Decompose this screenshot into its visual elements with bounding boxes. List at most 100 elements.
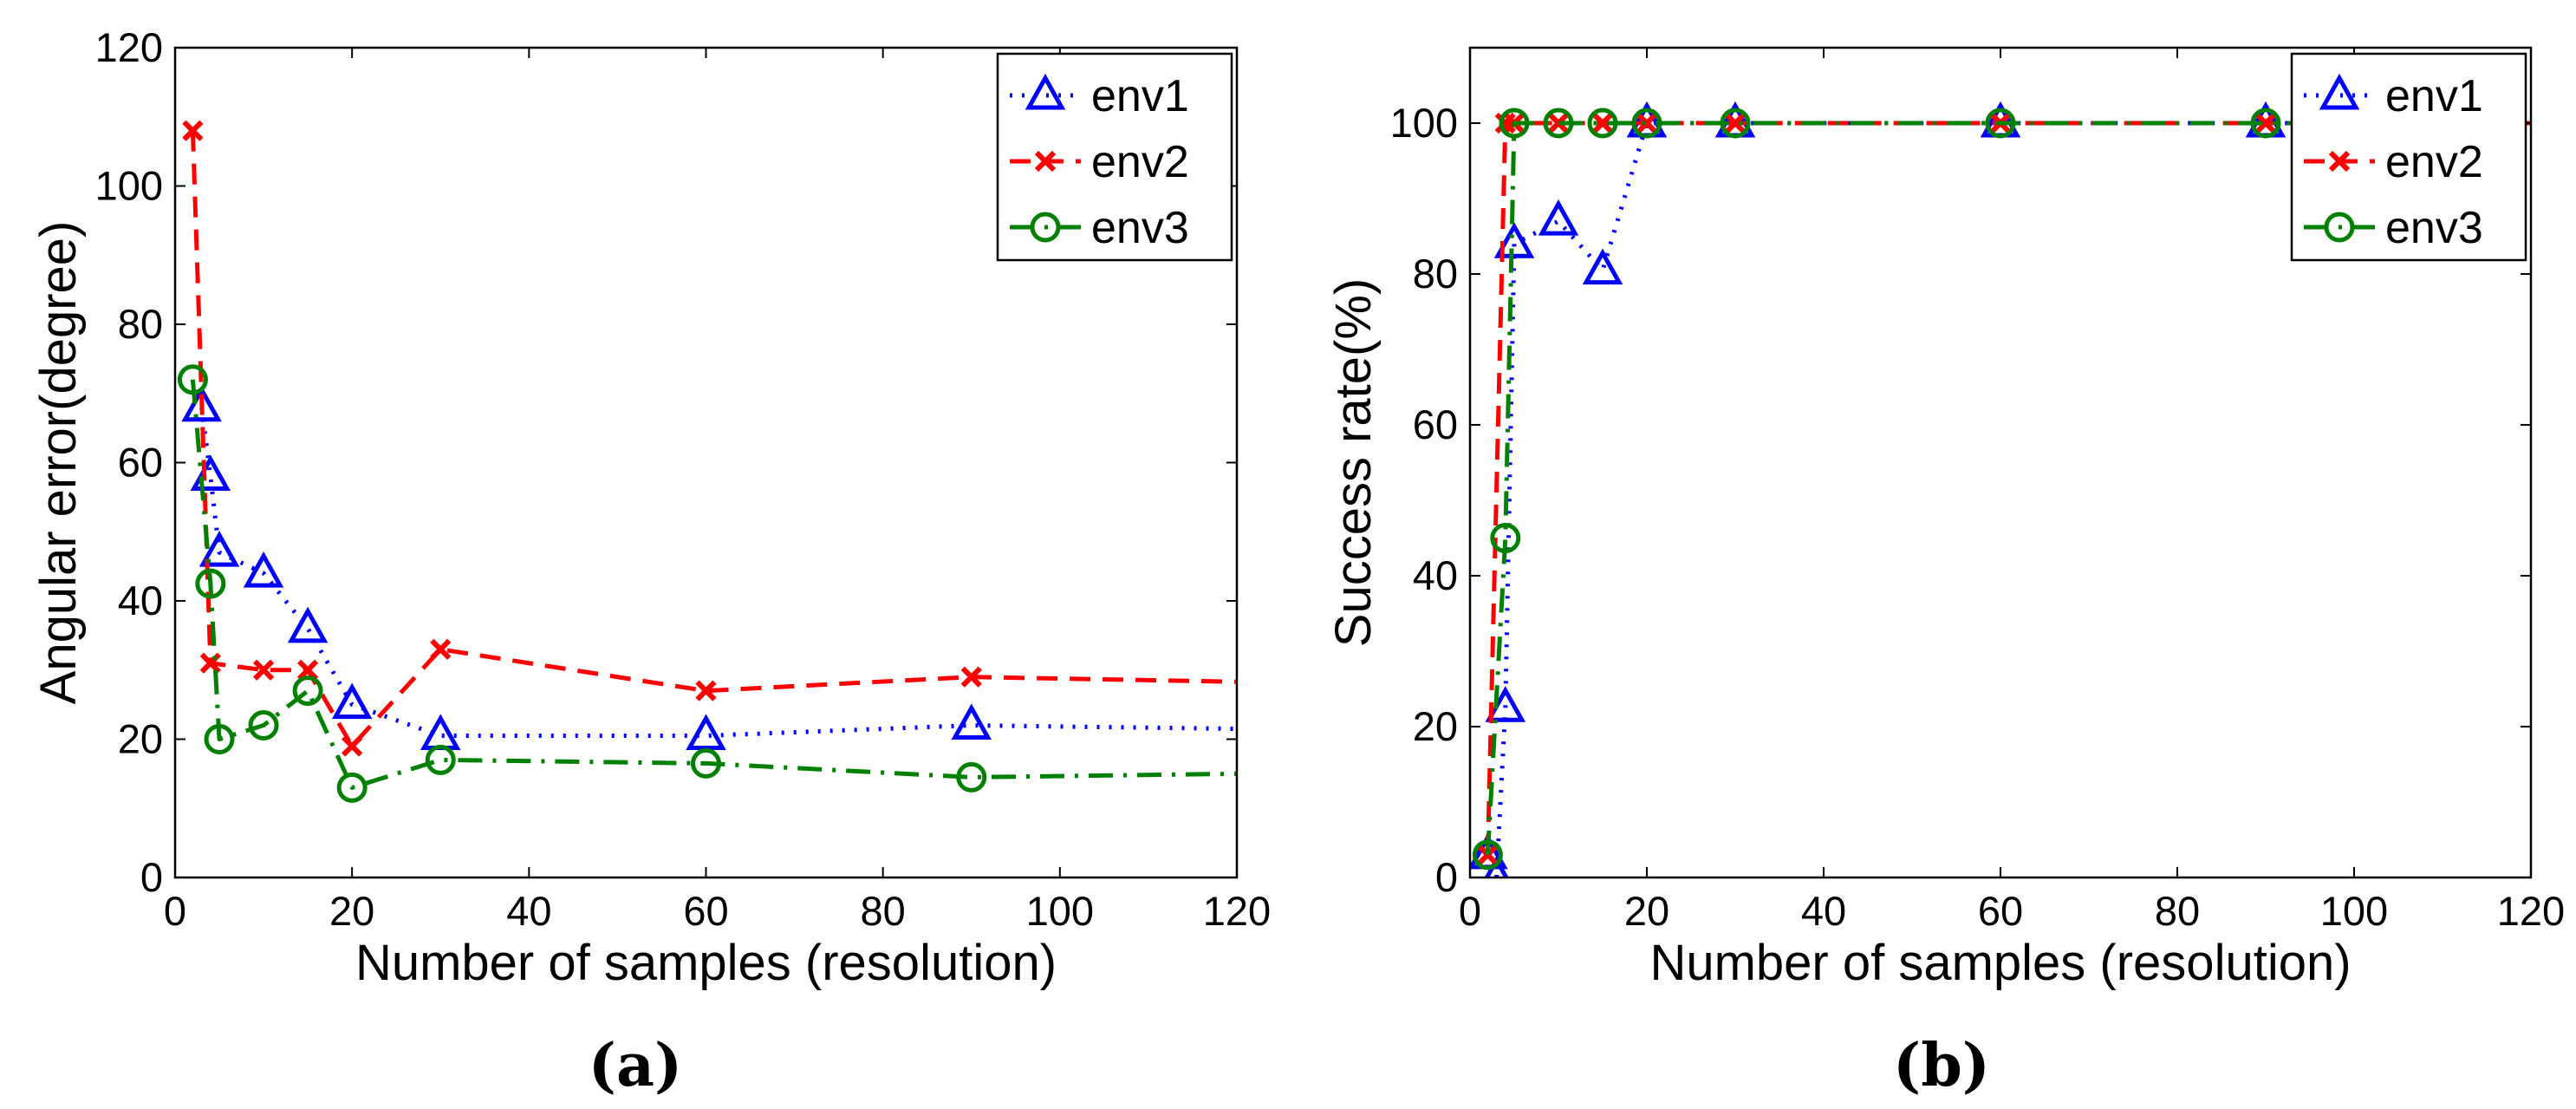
y-tick-label: 80 xyxy=(118,301,163,347)
y-tick-label: 0 xyxy=(140,854,163,900)
marker-x-6 xyxy=(695,680,717,701)
x-stroke xyxy=(1034,150,1057,173)
marker-x-7 xyxy=(960,666,982,688)
y-tick-label: 60 xyxy=(1413,401,1458,447)
legend-label: env3 xyxy=(1091,203,1189,253)
x-tick-label: 100 xyxy=(1026,888,1094,934)
marker-triangle-legend xyxy=(2319,73,2360,110)
marker-x-5 xyxy=(1636,112,1658,134)
x-stroke xyxy=(182,120,204,141)
marker-x-8 xyxy=(2254,112,2277,134)
legend: env1 env2 env3 xyxy=(996,52,1233,262)
marker-x-6 xyxy=(1724,112,1747,134)
marker-triangle-legend xyxy=(1025,73,1066,110)
y-tick-label: 100 xyxy=(95,163,163,209)
marker-triangle-4 xyxy=(1538,199,1579,236)
marker-circle-4 xyxy=(1587,108,1618,139)
legend-box xyxy=(996,52,1233,262)
legend-label: env1 xyxy=(2385,71,2483,121)
marker-x-legend xyxy=(2328,150,2351,173)
y-axis-label: Success rate(%) xyxy=(1325,278,1382,647)
marker-triangle-7 xyxy=(686,714,726,751)
marker-triangle-3 xyxy=(243,551,284,588)
marker-x-3 xyxy=(1547,112,1570,134)
legend-entry-env1: env1 xyxy=(2304,71,2483,121)
x-stroke xyxy=(960,666,982,688)
series-line-env3 xyxy=(1485,121,2531,856)
series-line-env2 xyxy=(1485,121,2531,855)
marker-x-2 xyxy=(252,659,275,681)
x-tick-label: 80 xyxy=(861,888,906,934)
marker-triangle-3 xyxy=(1493,222,1535,258)
legend-label: env2 xyxy=(1091,137,1189,187)
marker-circle-8 xyxy=(2250,108,2281,139)
y-tick-label: 120 xyxy=(95,24,163,70)
x-stroke xyxy=(1591,112,1614,134)
y-tick-label: 80 xyxy=(1413,251,1458,297)
marker-circle-2 xyxy=(1499,108,1530,139)
marker-circle-0 xyxy=(177,364,208,395)
x-axis-label: Number of samples (resolution) xyxy=(355,935,1057,991)
legend: env1 env2 env3 xyxy=(2290,52,2527,262)
marker-x-4 xyxy=(342,735,363,757)
x-tick-label: 40 xyxy=(1801,888,1846,934)
y-tick-label: 40 xyxy=(118,577,163,623)
marker-circle-6 xyxy=(1720,108,1751,139)
legend-entry-env1: env1 xyxy=(1010,71,1189,121)
marker-circle-3 xyxy=(1543,108,1574,139)
y-tick-label: 20 xyxy=(1413,703,1458,749)
x-axis-label: Number of samples (resolution) xyxy=(1649,935,2351,991)
x-tick-label: 0 xyxy=(1459,888,1481,934)
panel-caption: (a) xyxy=(589,1031,682,1100)
marker-circle-legend xyxy=(2324,212,2355,243)
x-stroke xyxy=(1724,112,1747,134)
marker-triangle-2 xyxy=(198,531,240,567)
x-tick-label: 20 xyxy=(329,888,374,934)
x-stroke xyxy=(342,735,363,757)
y-tick-label: 0 xyxy=(1435,854,1458,900)
marker-circle-8 xyxy=(956,761,987,793)
marker-x-5 xyxy=(430,638,452,660)
x-stroke xyxy=(695,680,717,701)
marker-x-legend xyxy=(1034,150,1057,173)
marker-triangle-4 xyxy=(287,606,329,643)
marker-x-4 xyxy=(1591,112,1614,134)
marker-circle-7 xyxy=(691,747,721,779)
x-tick-label: 60 xyxy=(1978,888,2023,934)
panel-caption: (b) xyxy=(1893,1031,1990,1100)
x-tick-label: 100 xyxy=(2320,888,2388,934)
marker-circle-1 xyxy=(1490,523,1521,553)
marker-circle-legend xyxy=(1030,212,1061,243)
x-tick-label: 0 xyxy=(164,888,186,934)
legend-label: env1 xyxy=(1091,71,1189,121)
series-env2 xyxy=(182,120,1237,757)
series-line-env2 xyxy=(190,130,1237,748)
marker-triangle-8 xyxy=(951,703,992,740)
legend-entry-env2: env2 xyxy=(1010,137,1189,187)
marker-circle-5 xyxy=(1631,108,1662,139)
marker-triangle-1 xyxy=(1484,855,1509,877)
marker-triangle-0 xyxy=(181,385,222,422)
legend-label: env3 xyxy=(2385,203,2483,253)
x-tick-label: 80 xyxy=(2155,888,2200,934)
x-stroke xyxy=(2328,150,2351,173)
marker-triangle-5 xyxy=(331,682,373,720)
marker-circle-2 xyxy=(204,724,235,754)
y-tick-label: 20 xyxy=(118,716,163,762)
marker-x-3 xyxy=(297,659,319,681)
marker-circle-3 xyxy=(248,710,279,741)
x-stroke xyxy=(1547,112,1570,134)
x-tick-label: 60 xyxy=(683,888,728,934)
x-tick-label: 120 xyxy=(2497,888,2565,934)
series-env3 xyxy=(177,364,1237,803)
y-tick-label: 60 xyxy=(118,440,163,486)
legend-entry-env2: env2 xyxy=(2304,137,2483,187)
marker-circle-1 xyxy=(195,568,226,599)
x-stroke xyxy=(1636,112,1658,134)
x-stroke xyxy=(2254,112,2277,134)
x-tick-label: 40 xyxy=(506,888,551,934)
marker-circle-6 xyxy=(425,744,456,775)
x-stroke xyxy=(430,638,452,660)
x-tick-label: 20 xyxy=(1624,888,1669,934)
